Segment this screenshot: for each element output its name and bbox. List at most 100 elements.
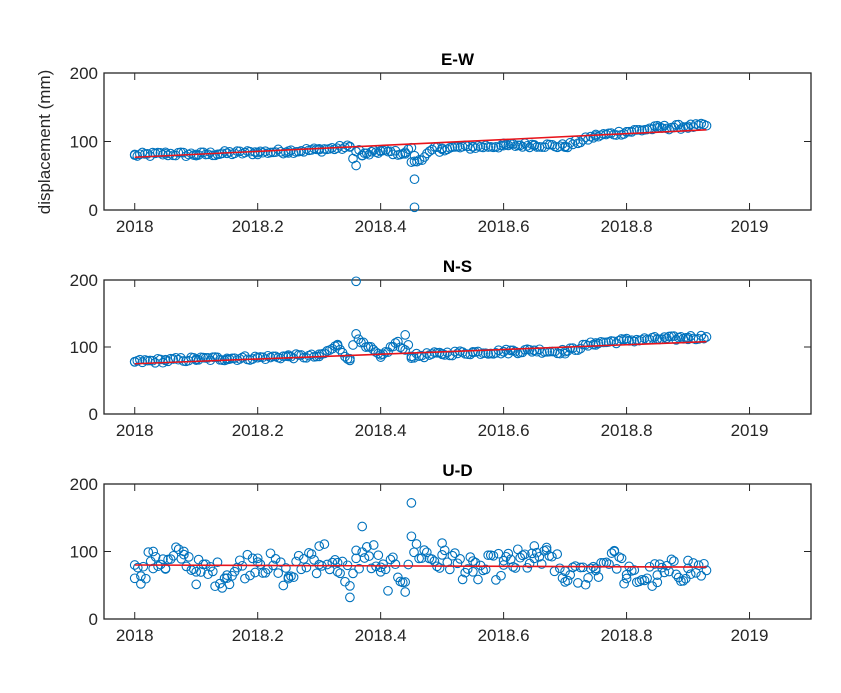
data-point	[363, 342, 374, 352]
data-point	[406, 351, 417, 362]
data-point	[406, 531, 417, 542]
data-point	[198, 147, 209, 158]
data-point	[520, 549, 530, 560]
data-point	[351, 329, 361, 339]
data-point	[619, 578, 629, 589]
data-point	[306, 549, 317, 559]
data-point	[478, 348, 488, 359]
data-point	[158, 554, 168, 564]
panels: E-W 2018 2018.2 2018.4 2018.6 2018.8 2019 0 100 2…	[70, 50, 812, 645]
data-point	[468, 566, 478, 577]
data-point	[629, 565, 640, 575]
y-tick-label: 0	[89, 610, 98, 629]
data-point	[273, 568, 284, 578]
data-point	[288, 572, 299, 583]
data-point	[609, 546, 620, 557]
data-point	[137, 357, 148, 368]
data-point	[541, 545, 552, 555]
data-point	[593, 572, 604, 582]
data-point	[165, 148, 176, 159]
data-point	[406, 498, 417, 508]
data-point	[160, 355, 171, 366]
data-point	[480, 564, 491, 575]
data-point	[183, 355, 194, 366]
data-point	[421, 547, 432, 558]
data-point	[403, 559, 414, 570]
data-point	[390, 559, 401, 570]
data-point	[510, 563, 521, 573]
data-point	[222, 573, 232, 584]
data-point	[210, 581, 220, 592]
data-point	[136, 571, 146, 581]
data-point	[669, 556, 679, 566]
data-point	[150, 551, 161, 562]
x-tick-label: 2018.8	[601, 421, 653, 440]
data-point	[348, 568, 358, 579]
data-point	[647, 124, 658, 135]
data-point	[503, 548, 514, 559]
data-point	[160, 148, 171, 159]
data-point	[683, 563, 693, 574]
data-point	[547, 139, 558, 150]
data-point	[652, 570, 663, 580]
data-point	[573, 345, 583, 355]
data-point	[419, 545, 430, 555]
x-tick-label: 2018.4	[355, 217, 407, 236]
data-point	[383, 585, 393, 596]
data-point	[255, 559, 266, 570]
data-point	[416, 350, 427, 361]
data-point	[275, 146, 286, 157]
data-point	[560, 141, 570, 152]
data-point	[327, 557, 338, 568]
data-point	[252, 352, 263, 363]
data-point	[366, 563, 377, 574]
data-point	[604, 559, 614, 570]
data-point	[621, 573, 632, 584]
data-point	[257, 352, 268, 363]
data-point	[181, 151, 191, 162]
data-point	[473, 574, 483, 585]
data-point	[498, 140, 509, 151]
data-point	[639, 575, 650, 586]
data-point	[129, 356, 140, 367]
data-point	[649, 332, 660, 342]
data-point	[173, 544, 184, 555]
data-point	[524, 344, 535, 355]
data-point	[496, 140, 506, 151]
data-point	[319, 539, 330, 549]
data-point	[155, 354, 166, 365]
data-point	[439, 545, 450, 556]
data-point	[699, 333, 709, 344]
data-point	[671, 335, 682, 345]
axes-frame	[103, 483, 812, 620]
data-point	[252, 553, 263, 564]
y-tick-label: 200	[70, 475, 98, 494]
data-point	[437, 143, 447, 154]
data-point	[345, 581, 355, 591]
data-point	[383, 347, 393, 357]
data-point	[354, 563, 364, 574]
data-point	[400, 587, 411, 597]
axes-frame	[103, 279, 812, 415]
data-point	[552, 549, 563, 559]
data-point	[148, 563, 159, 574]
data-point	[541, 542, 552, 553]
panel-n-s: N-S 2018 2018.2 2018.4 2018.6 2018.8 2019 0 100 2…	[70, 257, 812, 440]
data-point	[283, 572, 294, 582]
data-point	[207, 150, 218, 161]
data-point	[455, 554, 465, 564]
y-tick-label: 100	[70, 543, 98, 562]
data-point	[532, 142, 542, 152]
data-point	[409, 174, 420, 185]
data-point	[580, 579, 591, 590]
data-point	[296, 350, 307, 360]
panel-e-w: E-W 2018 2018.2 2018.4 2018.6 2018.8 2019 0 100 2…	[70, 50, 812, 236]
data-point	[701, 565, 712, 576]
data-point	[437, 550, 447, 560]
data-point	[488, 550, 499, 561]
data-point	[701, 332, 712, 342]
data-point	[583, 573, 593, 583]
data-point	[393, 336, 403, 347]
data-point	[606, 548, 617, 558]
x-tick-label: 2018.4	[355, 421, 407, 440]
